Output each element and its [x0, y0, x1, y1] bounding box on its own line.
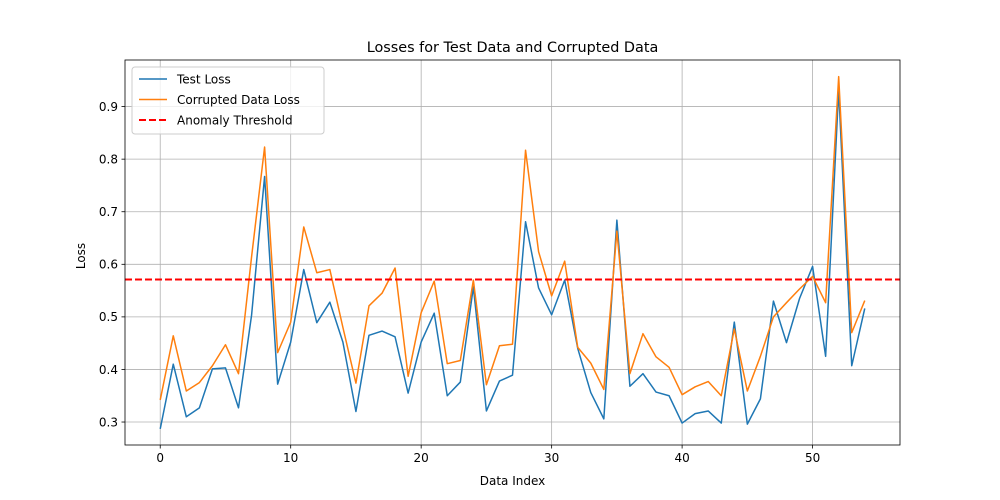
- y-tick-label: 0.7: [99, 205, 118, 219]
- chart-title: Losses for Test Data and Corrupted Data: [367, 40, 659, 56]
- legend-label-test-loss: Test Loss: [176, 72, 231, 86]
- legend-box: [131, 66, 325, 135]
- y-axis-label: Loss: [74, 243, 88, 269]
- x-tick-label: 10: [283, 451, 298, 465]
- y-tick-label: 0.6: [99, 258, 118, 272]
- y-tick-label: 0.8: [99, 152, 118, 166]
- x-tick-label: 50: [805, 451, 820, 465]
- x-tick-label: 30: [544, 451, 559, 465]
- ticks: 0 10 20 30 40 50 0.3 0.4 0.5 0.6 0.7 0.8 0.9: [99, 100, 820, 465]
- axes-frame: [124, 59, 901, 446]
- x-tick-label: 40: [674, 451, 689, 465]
- legend-label-corrupted-data-loss: Corrupted Data Loss: [177, 93, 300, 107]
- legend-label-anomaly-threshold: Anomaly Threshold: [177, 113, 293, 127]
- grid: [125, 60, 900, 445]
- y-tick-label: 0.9: [99, 100, 118, 114]
- x-tick-label: 0: [156, 451, 164, 465]
- series-line-corrupted-data-loss: [159, 75, 866, 401]
- plot-lines: [125, 75, 900, 430]
- x-axis-label: Data Index: [480, 474, 546, 488]
- legend: Test Loss Corrupted Data Loss Anomaly Thre…: [131, 66, 325, 135]
- plot-area-border: [124, 59, 901, 446]
- series-line-test-loss: [159, 89, 866, 430]
- x-tick-label: 20: [414, 451, 429, 465]
- y-tick-label: 0.5: [99, 310, 118, 324]
- y-tick-label: 0.3: [99, 415, 118, 429]
- y-tick-label: 0.4: [99, 363, 118, 377]
